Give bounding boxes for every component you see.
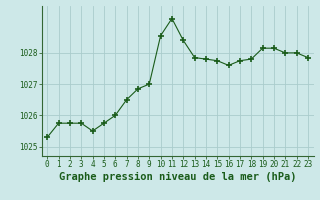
- X-axis label: Graphe pression niveau de la mer (hPa): Graphe pression niveau de la mer (hPa): [59, 172, 296, 182]
